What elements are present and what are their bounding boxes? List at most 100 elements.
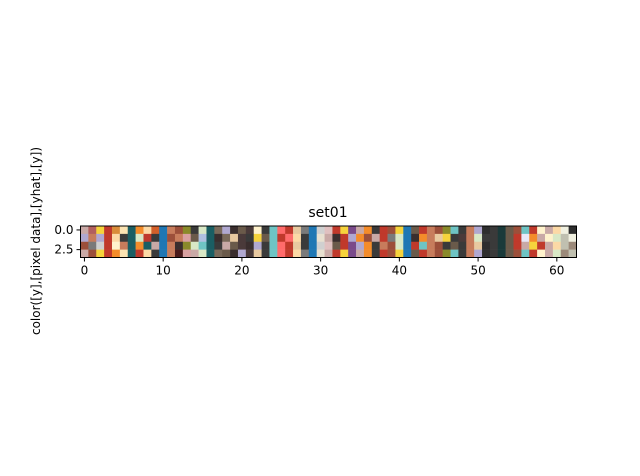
heatmap-cell <box>395 249 404 258</box>
heatmap-cell <box>497 241 506 250</box>
heatmap-cell <box>308 241 317 250</box>
heatmap-cell <box>505 233 514 243</box>
heatmap-cell <box>474 249 483 258</box>
heatmap-cell <box>245 249 255 258</box>
heatmap-cell <box>356 241 365 250</box>
heatmap-cell <box>545 226 554 235</box>
heatmap-cell <box>466 249 475 258</box>
heatmap-cell <box>403 233 412 243</box>
heatmap-cell <box>119 249 129 258</box>
heatmap-cell <box>159 226 168 235</box>
heatmap-cell <box>104 249 113 258</box>
heatmap-cell <box>497 226 506 235</box>
heatmap-cell <box>332 226 341 235</box>
heatmap-cell <box>151 233 160 243</box>
heatmap-cell <box>174 241 184 250</box>
y-axis-label: color([y],[pixel data],[yhat],[y]) <box>29 147 43 335</box>
heatmap-cell <box>119 241 129 250</box>
heatmap-cell <box>206 233 215 243</box>
heatmap-cell <box>245 241 255 250</box>
heatmap-cell <box>505 241 514 250</box>
heatmap-cell <box>489 226 499 235</box>
heatmap-cell <box>143 226 152 235</box>
heatmap-cell <box>324 226 333 235</box>
heatmap-cell <box>182 226 192 235</box>
x-tick-label: 50 <box>470 264 485 278</box>
heatmap-cell <box>190 226 199 235</box>
heatmap-cell <box>237 226 247 235</box>
heatmap-cell <box>127 249 136 258</box>
heatmap-cell <box>458 226 467 235</box>
plot-frame <box>80 225 577 258</box>
heatmap-cell <box>324 241 333 250</box>
heatmap-cell <box>277 241 286 250</box>
heatmap-cell <box>269 233 278 243</box>
heatmap-cell <box>529 233 538 243</box>
heatmap-cell <box>167 241 176 250</box>
heatmap-cell <box>135 249 144 258</box>
heatmap-cell <box>552 233 562 243</box>
heatmap-cell <box>198 249 207 258</box>
heatmap-cell <box>253 249 262 258</box>
heatmap-cell <box>568 241 577 250</box>
heatmap-cell <box>332 233 341 243</box>
heatmap-cell <box>458 233 467 243</box>
heatmap-cell <box>285 241 294 250</box>
heatmap-cell <box>395 241 404 250</box>
heatmap-cell <box>206 241 215 250</box>
heatmap-cell <box>198 233 207 243</box>
heatmap-cell <box>88 241 97 250</box>
heatmap-cell <box>371 249 380 258</box>
heatmap-cell <box>442 249 451 258</box>
heatmap-cell <box>316 241 325 250</box>
heatmap-cell <box>348 241 357 250</box>
heatmap-cell <box>119 226 129 235</box>
heatmap-cell <box>537 226 546 235</box>
heatmap-cell <box>119 233 129 243</box>
heatmap-cell <box>253 241 262 250</box>
heatmap-cell <box>293 226 302 235</box>
heatmap-cell <box>497 249 506 258</box>
heatmap-cell <box>222 226 231 235</box>
heatmap-cell <box>403 226 412 235</box>
chart-title: set01 <box>308 205 347 221</box>
heatmap-cell <box>135 226 144 235</box>
heatmap-cell <box>332 249 341 258</box>
heatmap-cell <box>552 226 562 235</box>
heatmap-cell <box>552 241 562 250</box>
heatmap-cell <box>474 226 483 235</box>
heatmap-cell <box>434 226 443 235</box>
heatmap-cell <box>135 233 144 243</box>
heatmap-cell <box>387 249 396 258</box>
heatmap-cell <box>230 249 239 258</box>
heatmap-cell <box>529 226 538 235</box>
heatmap-cell <box>442 241 451 250</box>
heatmap-cell <box>293 233 302 243</box>
heatmap-cell <box>111 249 121 258</box>
heatmap-cell <box>419 226 428 235</box>
heatmap-cell <box>458 241 467 250</box>
heatmap-cell <box>450 233 459 243</box>
heatmap-cell <box>395 233 404 243</box>
heatmap-cell <box>442 226 451 235</box>
heatmap-cell <box>529 241 538 250</box>
x-tick-label: 20 <box>234 264 249 278</box>
heatmap-cell <box>182 241 192 250</box>
heatmap-cell <box>387 226 396 235</box>
heatmap-cell <box>245 233 255 243</box>
heatmap-cell <box>450 241 459 250</box>
heatmap-cell <box>537 241 546 250</box>
heatmap-cell <box>356 249 365 258</box>
heatmap-cell <box>545 249 554 258</box>
heatmap-cell <box>521 241 530 250</box>
heatmap-cell <box>560 233 569 243</box>
heatmap-cell <box>269 226 278 235</box>
heatmap-cell <box>403 241 412 250</box>
heatmap-cell <box>513 241 522 250</box>
heatmap-cell <box>521 226 530 235</box>
heatmap-cell <box>206 226 215 235</box>
heatmap-cell <box>285 249 294 258</box>
heatmap-cell <box>513 233 522 243</box>
heatmap-cell <box>568 226 577 235</box>
